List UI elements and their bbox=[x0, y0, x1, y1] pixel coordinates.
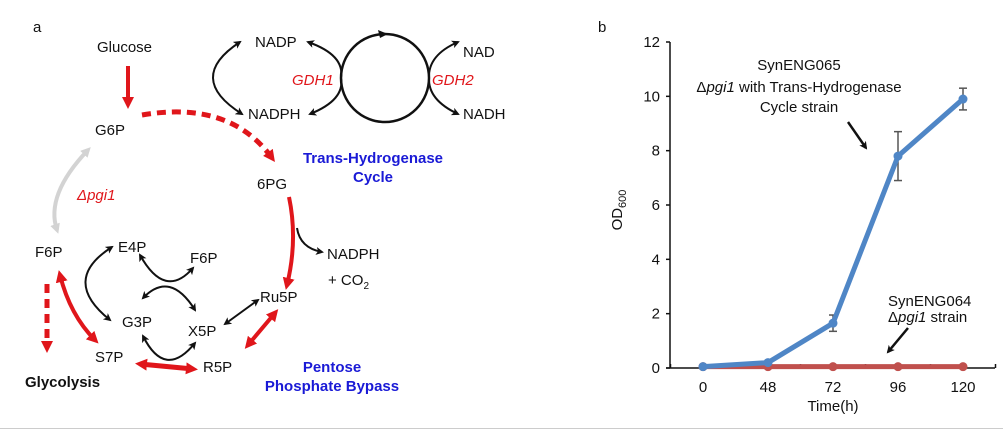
node-g6p: G6P bbox=[95, 122, 125, 139]
node-e4p: E4P bbox=[118, 239, 146, 256]
data-point bbox=[958, 362, 968, 372]
node-f6p-2: F6P bbox=[190, 250, 218, 267]
node-nadph-out: NADPH bbox=[327, 246, 380, 263]
x-tick-label: 72 bbox=[825, 379, 842, 396]
label-delta-pgi1: Δpgi1 bbox=[76, 187, 115, 204]
y-tick-label: 10 bbox=[643, 88, 660, 105]
y-axis-label: OD600 bbox=[609, 190, 629, 231]
data-point bbox=[893, 362, 903, 372]
panel-label-a: a bbox=[33, 19, 42, 36]
panel-a-diagram: a Glucose G6P 6PG Δpgi1 F6P Glycolysis E… bbox=[25, 19, 506, 395]
panel-label-b: b bbox=[598, 19, 606, 36]
y-tick-label: 6 bbox=[652, 197, 660, 214]
node-glycolysis: Glycolysis bbox=[25, 374, 100, 391]
y-tick-label: 8 bbox=[652, 143, 660, 160]
x-tick-label: 48 bbox=[760, 379, 777, 396]
x-tick-label: 120 bbox=[950, 379, 975, 396]
annotation-s2-arrow bbox=[886, 327, 909, 354]
x-axis-label: Time(h) bbox=[807, 398, 858, 415]
arrow-r5p-ru5p bbox=[244, 309, 279, 349]
x-tick-label: 0 bbox=[699, 379, 707, 396]
series-1 bbox=[698, 87, 968, 372]
label-cycle: Cycle bbox=[353, 169, 393, 186]
x-tick-label: 96 bbox=[890, 379, 907, 396]
node-ru5p: Ru5P bbox=[260, 289, 298, 306]
label-trans-hydrogenase: Trans-Hydrogenase bbox=[303, 150, 443, 167]
data-point bbox=[828, 318, 838, 328]
arrow-g6p-6pg-dashed bbox=[141, 109, 275, 163]
label-phosphate-bypass: Phosphate Bypass bbox=[265, 378, 399, 395]
annotation-s1-line3: Cycle strain bbox=[760, 99, 838, 116]
node-nadh: NADH bbox=[463, 106, 506, 123]
data-point bbox=[698, 362, 708, 372]
node-glucose: Glucose bbox=[97, 39, 152, 56]
arrow-gdh2 bbox=[427, 40, 460, 116]
label-pentose: Pentose bbox=[303, 359, 361, 376]
arrow-e4p-g3p bbox=[84, 245, 114, 322]
data-point bbox=[763, 358, 773, 368]
y-tick-label: 12 bbox=[643, 34, 660, 51]
y-tick-label: 0 bbox=[652, 360, 660, 377]
node-s7p: S7P bbox=[95, 349, 123, 366]
arrow-f6p-s7p bbox=[55, 270, 99, 344]
y-tick-label: 4 bbox=[652, 251, 660, 268]
annotation-s1-line1: SynENG065 bbox=[757, 57, 840, 74]
arrow-e4p-f6p bbox=[139, 253, 195, 283]
data-point bbox=[828, 362, 838, 372]
arrow-nadph-co2 bbox=[296, 227, 324, 255]
arrow-s7p-r5p bbox=[135, 358, 198, 375]
node-x5p: X5P bbox=[188, 323, 216, 340]
data-point bbox=[958, 94, 968, 104]
bottom-divider bbox=[0, 428, 1003, 429]
node-nadp: NADP bbox=[255, 34, 297, 51]
node-nad: NAD bbox=[463, 44, 495, 61]
node-g3p: G3P bbox=[122, 314, 152, 331]
y-tick-label: 2 bbox=[652, 306, 660, 323]
trans-hydrogenase-cycle-circle bbox=[339, 32, 431, 124]
cycle-arrowhead bbox=[378, 30, 388, 38]
arrow-g3p-x5p-top bbox=[141, 285, 197, 312]
data-point bbox=[893, 151, 903, 161]
node-f6p: F6P bbox=[35, 244, 63, 261]
node-6pg: 6PG bbox=[257, 176, 287, 193]
annotation-s2-line1: SynENG064 bbox=[888, 293, 971, 310]
label-gdh2: GDH2 bbox=[432, 72, 474, 89]
arrow-gdh1 bbox=[306, 40, 343, 116]
node-nadph: NADPH bbox=[248, 106, 301, 123]
arrow-g6p-f6p-gray bbox=[50, 147, 91, 234]
annotation-s1-arrow bbox=[846, 121, 868, 150]
node-co2: + CO2 bbox=[328, 272, 369, 292]
arrow-6pg-ru5p bbox=[282, 196, 295, 290]
annotation-s1-line2: Δpgi1 with Trans-Hydrogenase bbox=[696, 79, 901, 96]
arrow-nadp-nadph-left bbox=[212, 40, 244, 116]
node-r5p: R5P bbox=[203, 359, 232, 376]
label-gdh1: GDH1 bbox=[292, 72, 334, 89]
annotation-s2-line2: Δpgi1 strain bbox=[888, 309, 967, 326]
arrow-x5p-ru5p bbox=[223, 298, 260, 326]
